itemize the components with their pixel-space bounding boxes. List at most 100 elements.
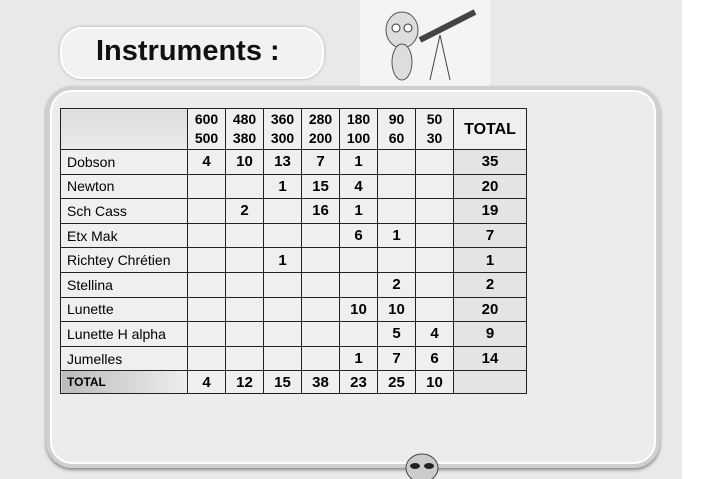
header-corner bbox=[60, 108, 188, 150]
column-header: 180 100 bbox=[339, 108, 378, 150]
row-total: 19 bbox=[453, 198, 527, 224]
count-cell: 10 bbox=[339, 296, 378, 323]
instrument-name: Richtey Chrétien bbox=[60, 247, 188, 273]
column-header: 280 200 bbox=[301, 108, 340, 150]
count-cell bbox=[377, 247, 416, 273]
count-cell: 6 bbox=[415, 345, 454, 372]
count-cell: 1 bbox=[339, 149, 378, 175]
row-total: 9 bbox=[453, 321, 527, 347]
count-cell bbox=[263, 345, 302, 372]
count-cell bbox=[301, 321, 340, 347]
count-cell bbox=[187, 345, 226, 372]
count-cell bbox=[339, 247, 378, 273]
count-cell: 1 bbox=[377, 222, 416, 249]
count-cell bbox=[225, 247, 264, 273]
instruments-table: 600 500 480 380 360 300 280 200 180 100 90 60 50 30 TO… bbox=[60, 108, 527, 395]
count-cell: 6 bbox=[339, 222, 378, 249]
grand-total bbox=[453, 370, 527, 395]
count-cell: 7 bbox=[377, 345, 416, 372]
table-row: Newton 1 15 4 20 bbox=[60, 173, 527, 200]
count-cell bbox=[225, 222, 264, 249]
row-total: 7 bbox=[453, 222, 527, 249]
alien-head-image bbox=[405, 453, 439, 479]
count-cell: 1 bbox=[263, 247, 302, 273]
count-cell: 1 bbox=[339, 345, 378, 372]
count-cell: 2 bbox=[377, 271, 416, 298]
title-pill: Instruments : bbox=[60, 27, 324, 79]
column-header: 360 300 bbox=[263, 108, 302, 150]
column-total: 10 bbox=[415, 370, 454, 395]
count-cell bbox=[263, 296, 302, 323]
count-cell: 7 bbox=[301, 149, 340, 175]
range-value: 90 bbox=[388, 111, 405, 127]
instrument-name: Newton bbox=[60, 173, 188, 200]
instrument-name: Stellina bbox=[60, 271, 188, 298]
count-cell: 13 bbox=[263, 149, 302, 175]
count-cell bbox=[225, 321, 264, 347]
row-total: 20 bbox=[453, 296, 527, 323]
instrument-name: Etx Mak bbox=[60, 222, 188, 249]
count-cell: 1 bbox=[339, 198, 378, 224]
count-cell bbox=[339, 321, 378, 347]
table-row: Sch Cass 2 16 1 19 bbox=[60, 198, 527, 224]
row-total: 2 bbox=[453, 271, 527, 298]
range-value: 480 bbox=[232, 111, 257, 127]
range-value: 280 bbox=[308, 111, 333, 127]
totals-row: TOTAL 4 12 15 38 23 25 10 bbox=[60, 370, 527, 395]
count-cell bbox=[301, 271, 340, 298]
range-value: 180 bbox=[346, 111, 371, 127]
count-cell bbox=[263, 271, 302, 298]
table-row: Lunette 10 10 20 bbox=[60, 296, 527, 323]
count-cell: 15 bbox=[301, 173, 340, 200]
count-cell: 5 bbox=[377, 321, 416, 347]
column-header: 480 380 bbox=[225, 108, 264, 150]
totals-label: TOTAL bbox=[60, 370, 188, 395]
column-total: 23 bbox=[339, 370, 378, 395]
count-cell bbox=[415, 222, 454, 249]
instrument-name: Jumelles bbox=[60, 345, 188, 372]
table-row: Jumelles 1 7 6 14 bbox=[60, 345, 527, 372]
count-cell bbox=[415, 247, 454, 273]
row-total: 20 bbox=[453, 173, 527, 200]
range-value: 380 bbox=[232, 130, 257, 146]
instrument-name: Lunette H alpha bbox=[60, 321, 188, 347]
count-cell bbox=[377, 198, 416, 224]
count-cell: 16 bbox=[301, 198, 340, 224]
count-cell bbox=[187, 173, 226, 200]
count-cell bbox=[187, 247, 226, 273]
column-total: 12 bbox=[225, 370, 264, 395]
row-total: 1 bbox=[453, 247, 527, 273]
column-total: 38 bbox=[301, 370, 340, 395]
range-value: 50 bbox=[426, 111, 443, 127]
range-value: 500 bbox=[194, 130, 219, 146]
count-cell: 4 bbox=[339, 173, 378, 200]
total-header: TOTAL bbox=[453, 108, 527, 150]
count-cell bbox=[187, 198, 226, 224]
column-total: 15 bbox=[263, 370, 302, 395]
count-cell bbox=[415, 149, 454, 175]
count-cell bbox=[415, 173, 454, 200]
column-total: 4 bbox=[187, 370, 226, 395]
count-cell bbox=[415, 296, 454, 323]
count-cell bbox=[301, 222, 340, 249]
range-value: 360 bbox=[270, 111, 295, 127]
count-cell bbox=[377, 149, 416, 175]
count-cell bbox=[187, 222, 226, 249]
row-total: 35 bbox=[453, 149, 527, 175]
page-title: Instruments : bbox=[96, 35, 280, 67]
column-header: 50 30 bbox=[415, 108, 454, 150]
count-cell: 10 bbox=[377, 296, 416, 323]
table-row: Dobson 4 10 13 7 1 35 bbox=[60, 149, 527, 175]
column-header: 600 500 bbox=[187, 108, 226, 150]
range-value: 300 bbox=[270, 130, 295, 146]
column-header: 90 60 bbox=[377, 108, 416, 150]
instrument-name: Dobson bbox=[60, 149, 188, 175]
count-cell bbox=[187, 296, 226, 323]
instrument-name: Lunette bbox=[60, 296, 188, 323]
count-cell: 10 bbox=[225, 149, 264, 175]
count-cell bbox=[301, 247, 340, 273]
count-cell bbox=[225, 173, 264, 200]
count-cell: 4 bbox=[415, 321, 454, 347]
table-row: Richtey Chrétien 1 1 bbox=[60, 247, 527, 273]
count-cell bbox=[377, 173, 416, 200]
